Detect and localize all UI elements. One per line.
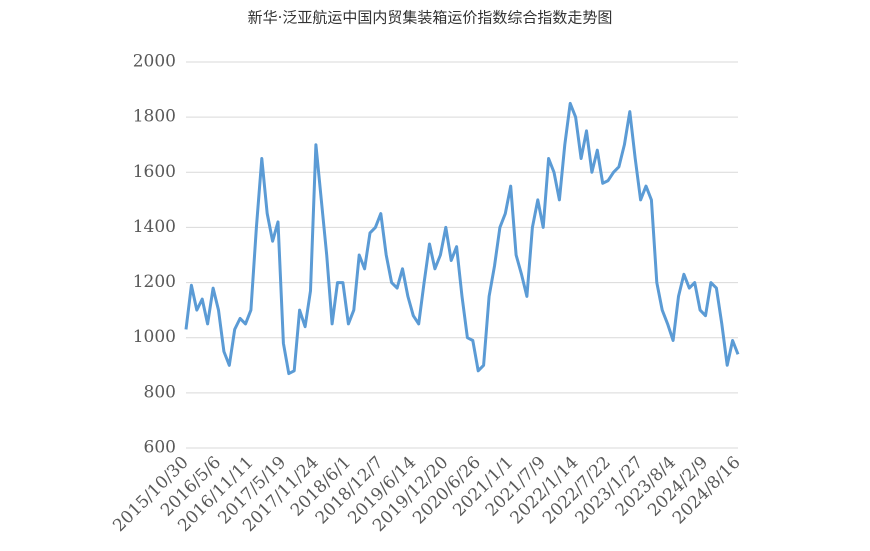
y-tick-label: 600	[144, 438, 176, 458]
y-tick-label: 1200	[133, 272, 176, 292]
chart-title: 新华·泛亚航运中国内贸集装箱运价指数综合指数走势图	[248, 9, 613, 27]
y-tick-label: 1000	[133, 327, 176, 347]
data-line	[184, 101, 740, 376]
y-tick-label: 1600	[133, 162, 176, 182]
y-tick-label: 800	[144, 382, 176, 402]
y-tick-label: 1800	[133, 107, 176, 127]
y-tick-label: 1400	[133, 217, 176, 237]
y-tick-label: 2000	[133, 52, 176, 72]
